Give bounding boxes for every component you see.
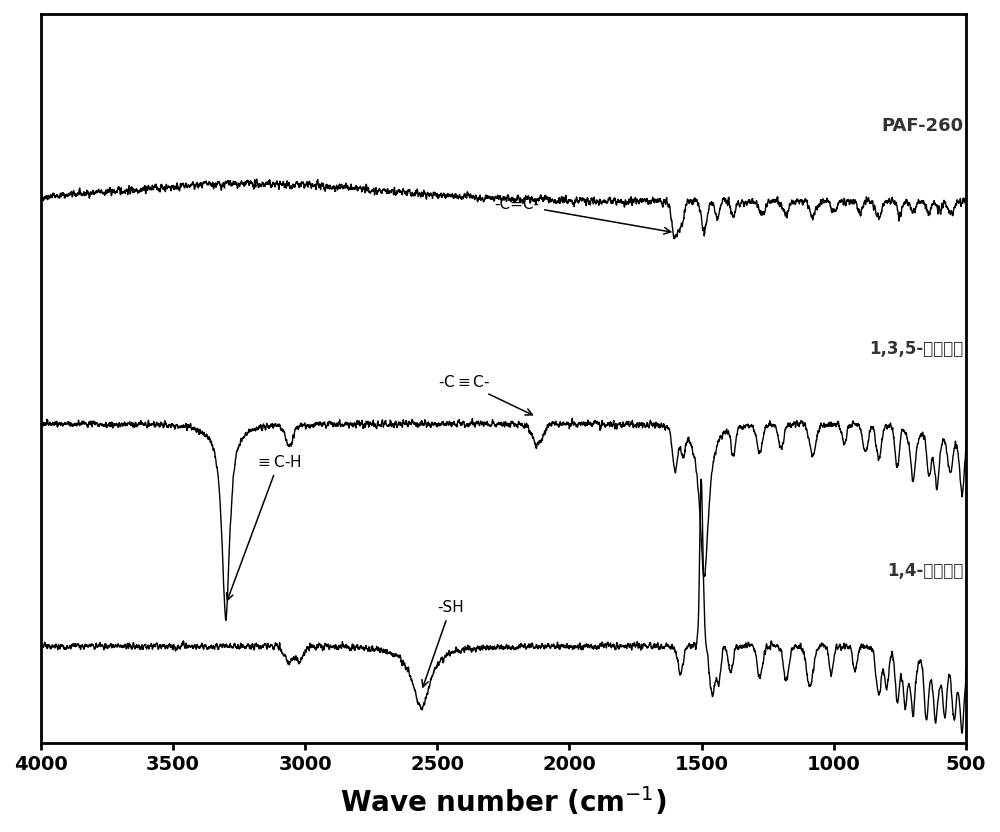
Text: -C$\equiv$C-: -C$\equiv$C-	[438, 374, 532, 415]
X-axis label: Wave number (cm$^{-1}$): Wave number (cm$^{-1}$)	[340, 785, 667, 818]
Text: 1,4-苯二硫醇: 1,4-苯二硫醇	[887, 562, 963, 580]
Text: 1,3,5-三乙儒苯: 1,3,5-三乙儒苯	[869, 339, 963, 358]
Text: PAF-260: PAF-260	[881, 117, 963, 136]
Text: -SH: -SH	[422, 601, 464, 687]
Text: -C=C-: -C=C-	[494, 197, 671, 234]
Text: $\equiv$C-H: $\equiv$C-H	[227, 454, 302, 600]
